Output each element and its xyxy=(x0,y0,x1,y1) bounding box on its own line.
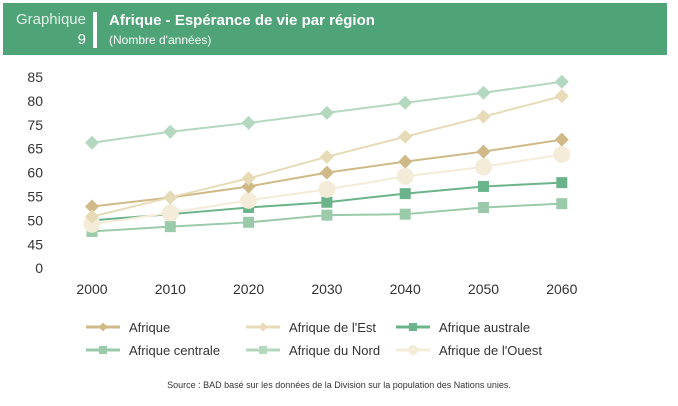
square-marker xyxy=(399,208,411,220)
diamond-marker xyxy=(241,115,256,130)
y-tick-label: 65 xyxy=(27,141,43,157)
legend-swatch-icon xyxy=(86,346,120,354)
y-tick-label: 50 xyxy=(27,212,43,228)
legend-label: Afrique du Nord xyxy=(289,342,381,358)
square-marker xyxy=(321,209,333,221)
circle-marker xyxy=(408,345,418,355)
y-tick-label: 80 xyxy=(27,93,43,109)
circle-marker xyxy=(83,215,101,233)
legend-item: Afrique australe xyxy=(395,317,530,337)
y-tick-label: 55 xyxy=(27,189,43,205)
circle-marker xyxy=(396,167,414,185)
y-tick-label: 0 xyxy=(35,260,43,276)
diamond-marker xyxy=(163,190,178,205)
source-note: Source : BAD basé sur les données de la … xyxy=(167,380,511,390)
x-tick-label: 2050 xyxy=(468,281,499,297)
square-marker xyxy=(99,346,107,354)
y-tick-label: 60 xyxy=(27,165,43,181)
square-marker xyxy=(478,180,489,192)
square-marker xyxy=(399,188,411,200)
legend-label: Afrique australe xyxy=(439,319,531,335)
legend-swatch-icon xyxy=(396,345,430,355)
diamond-marker xyxy=(98,322,108,332)
legend-item: Afrique du Nord xyxy=(245,340,380,360)
line-chart: 0 45 50 55 60 65 75 80 85 2000 2010 2020 2030 2040 205… xyxy=(27,69,577,297)
circle-marker xyxy=(318,180,336,198)
diamond-marker xyxy=(85,199,99,214)
header-divider xyxy=(93,12,97,48)
chart-header: Graphique 9 Afrique - Espérance de vie p… xyxy=(3,3,667,55)
circle-marker xyxy=(240,191,258,209)
legend-label: Afrique de l'Est xyxy=(289,319,377,335)
y-tick-label: 85 xyxy=(27,69,43,85)
diamond-marker xyxy=(241,171,256,186)
diamond-marker xyxy=(319,149,334,164)
legend-label: Afrique centrale xyxy=(129,342,221,358)
chart-number: Graphique 9 xyxy=(3,10,86,50)
diamond-marker xyxy=(476,85,491,100)
diamond-marker xyxy=(319,165,334,180)
chart-subtitle: (Nombre d'années) xyxy=(109,33,212,47)
diamond-marker xyxy=(398,129,413,144)
x-tick-label: 2030 xyxy=(311,281,342,297)
diamond-marker xyxy=(476,109,491,124)
diamond-marker xyxy=(398,95,413,110)
x-tick-label: 2040 xyxy=(390,281,421,297)
square-marker xyxy=(409,323,417,331)
series-afrique-de-l-est xyxy=(85,89,569,224)
legend: Afrique Afrique de l'Est Afrique australe A… xyxy=(85,317,585,361)
x-tick-label: 2000 xyxy=(76,281,107,297)
diamond-marker xyxy=(163,124,178,139)
diamond-marker xyxy=(554,89,569,104)
legend-item: Afrique centrale xyxy=(85,340,220,360)
diamond-marker xyxy=(258,322,268,332)
series-afrique-du-nord xyxy=(85,74,569,150)
y-tick-label: 75 xyxy=(27,117,43,133)
square-marker xyxy=(259,346,267,354)
circle-marker xyxy=(161,204,179,222)
x-tick-label: 2060 xyxy=(546,281,577,297)
diamond-marker xyxy=(241,179,256,194)
square-marker xyxy=(164,221,176,233)
square-marker xyxy=(243,216,255,228)
series-afrique-de-l-ouest xyxy=(83,145,571,233)
legend-item: Afrique de l'Est xyxy=(245,317,376,337)
diamond-marker xyxy=(85,209,99,224)
square-marker xyxy=(556,177,568,189)
diamond-marker xyxy=(554,74,569,89)
square-marker xyxy=(556,198,568,210)
diamond-marker xyxy=(319,105,334,120)
chart-number-value: 9 xyxy=(77,31,86,48)
x-tick-label: 2010 xyxy=(155,281,186,297)
diamond-marker xyxy=(554,132,569,147)
diamond-marker xyxy=(85,135,99,150)
legend-swatch-icon xyxy=(396,323,430,331)
circle-marker xyxy=(553,145,571,163)
square-marker xyxy=(478,201,489,213)
legend-swatch-icon xyxy=(246,322,280,332)
chart-number-label: Graphique xyxy=(15,11,86,28)
legend-item: Afrique xyxy=(85,317,170,337)
legend-item: Afrique de l'Ouest xyxy=(395,340,542,360)
diamond-marker xyxy=(398,154,413,169)
legend-label: Afrique de l'Ouest xyxy=(439,342,542,358)
diamond-marker xyxy=(476,144,491,159)
legend-swatch-icon xyxy=(86,322,120,332)
x-tick-label: 2020 xyxy=(233,281,264,297)
chart-title: Afrique - Espérance de vie par région xyxy=(109,12,375,29)
circle-marker xyxy=(475,158,492,176)
y-tick-label: 45 xyxy=(27,236,43,252)
square-marker xyxy=(321,196,333,208)
legend-swatch-icon xyxy=(246,346,280,354)
legend-label: Afrique xyxy=(129,319,171,335)
